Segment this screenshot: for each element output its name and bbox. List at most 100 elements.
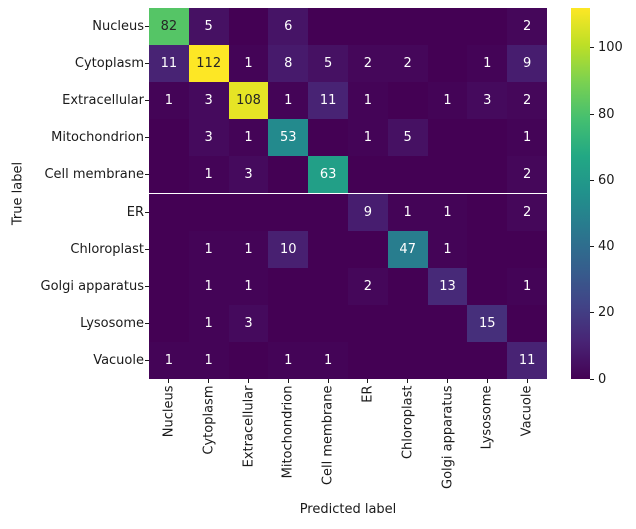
heatmap-cell: 1 — [467, 45, 508, 83]
cell-annotation: 53 — [280, 130, 297, 146]
heatmap-cell — [427, 304, 468, 342]
heatmap-cell — [308, 193, 348, 231]
cell-annotation: 3 — [204, 93, 213, 109]
colorbar-tick-mark — [590, 179, 594, 181]
heatmap-cell — [348, 230, 388, 268]
heatmap-cell — [507, 304, 547, 342]
heatmap-cell: 1 — [387, 193, 428, 231]
heatmap-cell: 1 — [348, 119, 388, 157]
heatmap-cell: 112 — [188, 45, 229, 83]
cell-annotation: 5 — [204, 19, 213, 35]
cell-annotation: 1 — [204, 315, 213, 331]
heatmap-cell — [348, 156, 388, 194]
cell-annotation: 1 — [443, 204, 452, 220]
y-axis-label: True label — [10, 161, 26, 226]
x-tick-label: Lysosome — [479, 385, 495, 449]
x-tick-mark — [248, 379, 249, 383]
heatmap-cell: 63 — [308, 156, 348, 194]
cell-annotation: 1 — [204, 278, 213, 294]
heatmap-cell — [149, 230, 189, 268]
cell-annotation: 2 — [522, 93, 532, 109]
heatmap-cell — [149, 119, 189, 157]
cell-annotation: 1 — [244, 241, 253, 257]
cell-annotation: 3 — [244, 315, 253, 331]
confusion-matrix-heatmap: 82 5 6 2 11 112 1 8 5 2 2 1 9 1 3 108 1 11 1 1 3 2 3 1 53 1 5 1 1 3 63… — [149, 8, 547, 379]
heatmap-cell: 82 — [149, 8, 189, 46]
x-tick-label: Golgi apparatus — [440, 385, 455, 489]
cell-annotation: 8 — [284, 56, 293, 72]
cell-annotation: 1 — [483, 56, 492, 72]
heatmap-cell — [308, 8, 348, 46]
heatmap-cell — [467, 119, 508, 157]
y-tick-mark — [145, 248, 149, 250]
heatmap-cell: 1 — [228, 267, 269, 305]
heatmap-cell — [308, 267, 348, 305]
cell-annotation: 3 — [204, 130, 213, 146]
heatmap-cell: 2 — [348, 267, 388, 305]
y-tick-label: Lysosome — [80, 315, 144, 331]
y-tick-label: Mitochondrion — [51, 130, 144, 146]
heatmap-cell: 2 — [387, 45, 428, 83]
heatmap-cell: 6 — [268, 8, 309, 46]
cell-annotation: 10 — [280, 241, 297, 257]
heatmap-cell: 9 — [507, 45, 547, 83]
cell-annotation: 2 — [403, 56, 412, 72]
heatmap-cell — [387, 341, 428, 379]
x-tick-label: Extracellular — [241, 385, 256, 467]
cell-annotation: 63 — [319, 167, 337, 183]
y-tick-mark — [145, 137, 149, 139]
y-tick-label: Golgi apparatus — [40, 278, 145, 294]
cell-annotation: 1 — [204, 241, 213, 257]
heatmap-cell: 1 — [427, 230, 468, 268]
heatmap-cell: 53 — [268, 119, 309, 157]
heatmap-cell: 5 — [308, 45, 348, 83]
heatmap-cell — [308, 304, 348, 342]
heatmap-cell: 13 — [427, 267, 468, 305]
heatmap-cell: 3 — [467, 82, 508, 120]
cell-annotation: 2 — [363, 56, 373, 72]
colorbar-tick-mark — [590, 378, 594, 380]
heatmap-cell: 1 — [228, 45, 269, 83]
heatmap-cell: 1 — [188, 304, 229, 342]
heatmap-cell: 108 — [228, 82, 269, 120]
heatmap-cell: 1 — [228, 230, 269, 268]
cell-annotation: 82 — [160, 19, 178, 35]
heatmap-cell: 15 — [467, 304, 508, 342]
colorbar-tick-label: 20 — [598, 305, 615, 321]
heatmap-cell: 11 — [507, 341, 547, 379]
heatmap-cell: 1 — [268, 341, 309, 379]
colorbar-tick-mark — [590, 312, 594, 314]
cell-annotation: 3 — [483, 93, 492, 109]
heatmap-cell — [427, 8, 468, 46]
heatmap-cell — [387, 82, 428, 120]
y-tick-label: Cell membrane — [44, 167, 144, 183]
cell-annotation: 1 — [244, 130, 253, 146]
colorbar-tick-label: 80 — [598, 106, 615, 122]
x-tick-label: Mitochondrion — [280, 385, 296, 478]
x-tick-mark — [486, 379, 488, 383]
heatmap-cell: 3 — [228, 304, 269, 342]
x-tick-mark — [526, 379, 528, 383]
cell-annotation: 13 — [439, 278, 456, 294]
heatmap-cell: 1 — [308, 341, 348, 379]
y-tick-label: Chloroplast — [70, 241, 144, 257]
heatmap-cell — [268, 156, 309, 194]
cell-annotation: 15 — [479, 315, 496, 331]
cell-annotation: 9 — [363, 204, 373, 220]
colorbar-tick-label: 0 — [598, 371, 607, 387]
heatmap-cell — [467, 193, 508, 231]
x-tick-mark — [168, 379, 170, 383]
cell-annotation: 47 — [399, 241, 416, 257]
x-tick-mark — [327, 379, 329, 383]
colorbar-tick-label: 40 — [598, 239, 615, 254]
heatmap-cell — [268, 267, 309, 305]
heatmap-cell — [467, 156, 508, 194]
y-tick-mark — [145, 26, 149, 28]
heatmap-cell: 1 — [427, 82, 468, 120]
x-tick-label: Cell membrane — [320, 385, 336, 485]
cell-annotation: 5 — [323, 56, 333, 72]
heatmap-cell — [228, 193, 269, 231]
y-tick-mark — [145, 100, 149, 102]
heatmap-cell — [427, 341, 468, 379]
